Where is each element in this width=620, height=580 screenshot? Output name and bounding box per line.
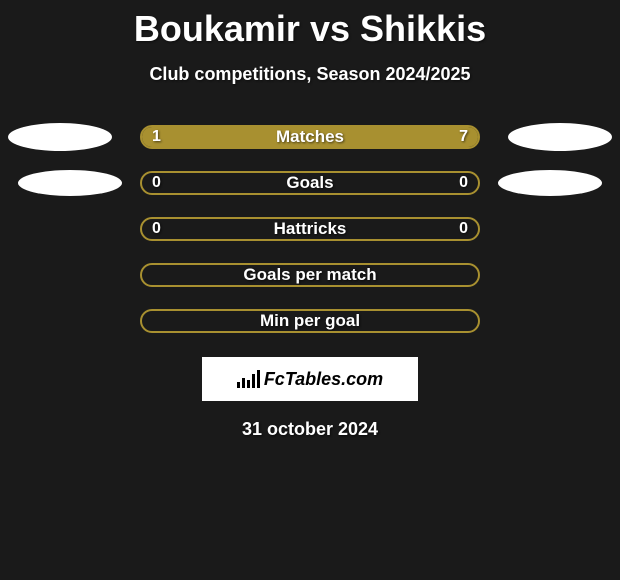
stat-bar: Goals per match bbox=[140, 263, 480, 287]
player1-badge bbox=[8, 123, 112, 151]
date-text: 31 october 2024 bbox=[0, 419, 620, 440]
stat-bar: 1Matches7 bbox=[140, 125, 480, 149]
stat-row: 0Hattricks0 bbox=[0, 217, 620, 241]
player2-badge bbox=[508, 123, 612, 151]
subtitle: Club competitions, Season 2024/2025 bbox=[0, 64, 620, 85]
stat-row: Goals per match bbox=[0, 263, 620, 287]
stat-label: Min per goal bbox=[142, 311, 478, 331]
stat-bar: 0Goals0 bbox=[140, 171, 480, 195]
stat-right-value: 0 bbox=[459, 174, 468, 192]
fctables-logo[interactable]: FcTables.com bbox=[202, 357, 418, 401]
stat-row: Min per goal bbox=[0, 309, 620, 333]
chart-icon bbox=[237, 370, 260, 388]
stat-label: Goals bbox=[142, 173, 478, 193]
stat-row: 1Matches7 bbox=[0, 125, 620, 149]
stat-label: Hattricks bbox=[142, 219, 478, 239]
stat-bar: 0Hattricks0 bbox=[140, 217, 480, 241]
main-container: Boukamir vs Shikkis Club competitions, S… bbox=[0, 0, 620, 440]
stat-right-value: 7 bbox=[459, 128, 468, 146]
player2-name: Shikkis bbox=[360, 8, 486, 49]
player1-name: Boukamir bbox=[134, 8, 300, 49]
player2-badge bbox=[498, 170, 602, 196]
stat-right-value: 0 bbox=[459, 220, 468, 238]
stat-label: Matches bbox=[142, 127, 478, 147]
page-title: Boukamir vs Shikkis bbox=[0, 8, 620, 50]
stat-row: 0Goals0 bbox=[0, 171, 620, 195]
vs-text: vs bbox=[310, 8, 350, 49]
stat-label: Goals per match bbox=[142, 265, 478, 285]
stats-list: 1Matches70Goals00Hattricks0Goals per mat… bbox=[0, 125, 620, 333]
stat-bar: Min per goal bbox=[140, 309, 480, 333]
logo-text: FcTables.com bbox=[264, 369, 383, 390]
player1-badge bbox=[18, 170, 122, 196]
